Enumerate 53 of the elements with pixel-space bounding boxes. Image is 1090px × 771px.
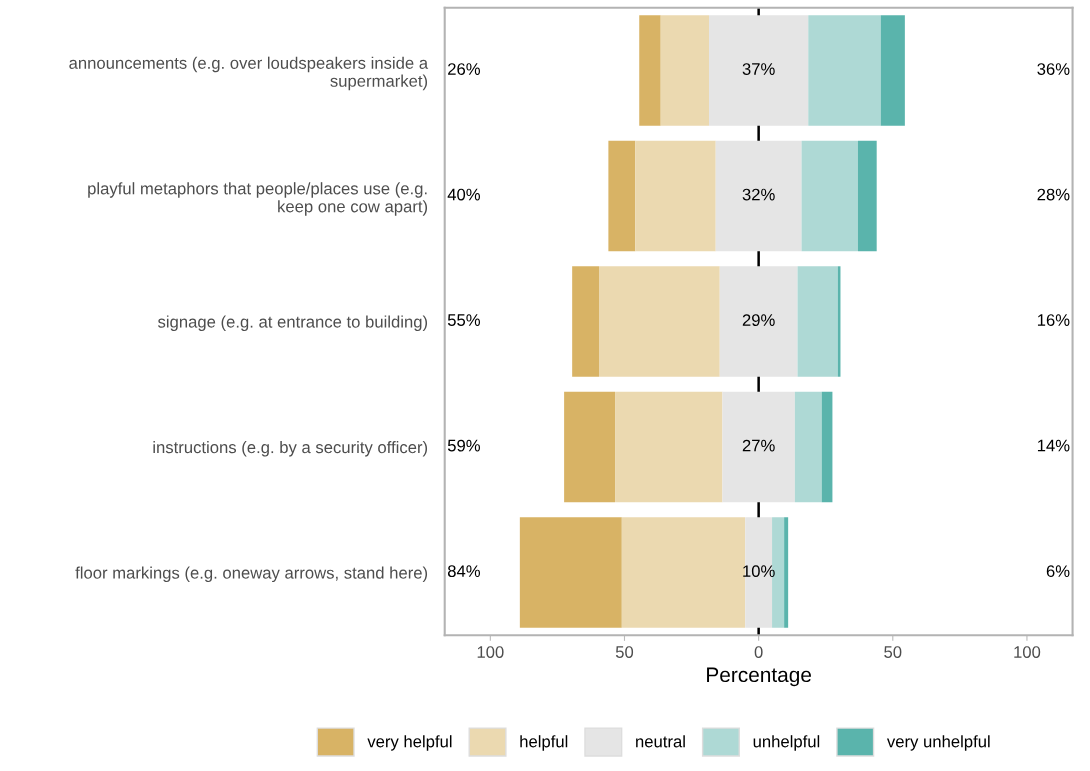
- bar: [715, 140, 802, 252]
- y-tick-label: floor markings (e.g. oneway arrows, stand here): [75, 566, 428, 583]
- annotation: 6%: [1046, 565, 1070, 578]
- x-tick-label: 100: [1014, 646, 1041, 658]
- bar: [635, 140, 716, 252]
- y-tick-label: instructions (e.g. by a security officer): [153, 440, 428, 457]
- bar: [599, 266, 720, 377]
- legend-label: very unhelpful: [886, 735, 990, 751]
- y-tick-label: playful metaphors that people/places use (e.g. keep one cow apart): [88, 182, 428, 216]
- annotation: 55%: [447, 314, 480, 326]
- annotation: 16%: [1037, 314, 1070, 326]
- bar: [821, 391, 833, 503]
- bar: [797, 266, 838, 377]
- bar: [615, 391, 723, 503]
- x-tick-label: 50: [615, 646, 634, 658]
- bar: [784, 517, 789, 628]
- bar: [639, 15, 661, 126]
- bar: [709, 15, 809, 126]
- legend-label: helpful: [520, 735, 568, 751]
- legend-label: neutral: [636, 735, 685, 748]
- x-tick-label: 100: [477, 646, 504, 658]
- bar: [719, 266, 798, 377]
- bar: [808, 15, 881, 126]
- bar: [608, 140, 636, 252]
- x-tick-label: 50: [884, 646, 902, 658]
- bar: [857, 140, 877, 252]
- legend-label: unhelpful: [753, 735, 820, 751]
- bar: [794, 391, 822, 503]
- annotation: 32%: [742, 188, 775, 201]
- y-tick-label: signage (e.g. at entrance to building): [157, 315, 428, 331]
- bar: [572, 266, 599, 377]
- annotation: 37%: [742, 63, 775, 75]
- bar: [519, 517, 622, 628]
- annotation: 29%: [742, 314, 775, 326]
- annotation: 14%: [1037, 439, 1070, 452]
- x-axis-title: Percentage: [707, 667, 811, 687]
- bar: [564, 391, 616, 503]
- annotation: 84%: [447, 565, 480, 578]
- bar: [801, 140, 858, 252]
- y-tick-label: announcements (e.g. over loudspeakers inside a supermarket): [69, 56, 429, 91]
- bar: [660, 15, 709, 126]
- annotation: 26%: [448, 63, 480, 75]
- bar: [745, 517, 773, 628]
- annotation: 28%: [1037, 188, 1070, 201]
- bar: [722, 391, 795, 503]
- annotation: 10%: [743, 565, 775, 578]
- legend-label: very helpful: [367, 735, 452, 751]
- bar: [880, 15, 905, 126]
- annotation: 40%: [447, 188, 480, 201]
- x-tick-label: 0: [754, 646, 763, 658]
- annotation: 59%: [447, 439, 480, 452]
- annotation: 36%: [1037, 63, 1070, 75]
- annotation: 27%: [742, 439, 775, 452]
